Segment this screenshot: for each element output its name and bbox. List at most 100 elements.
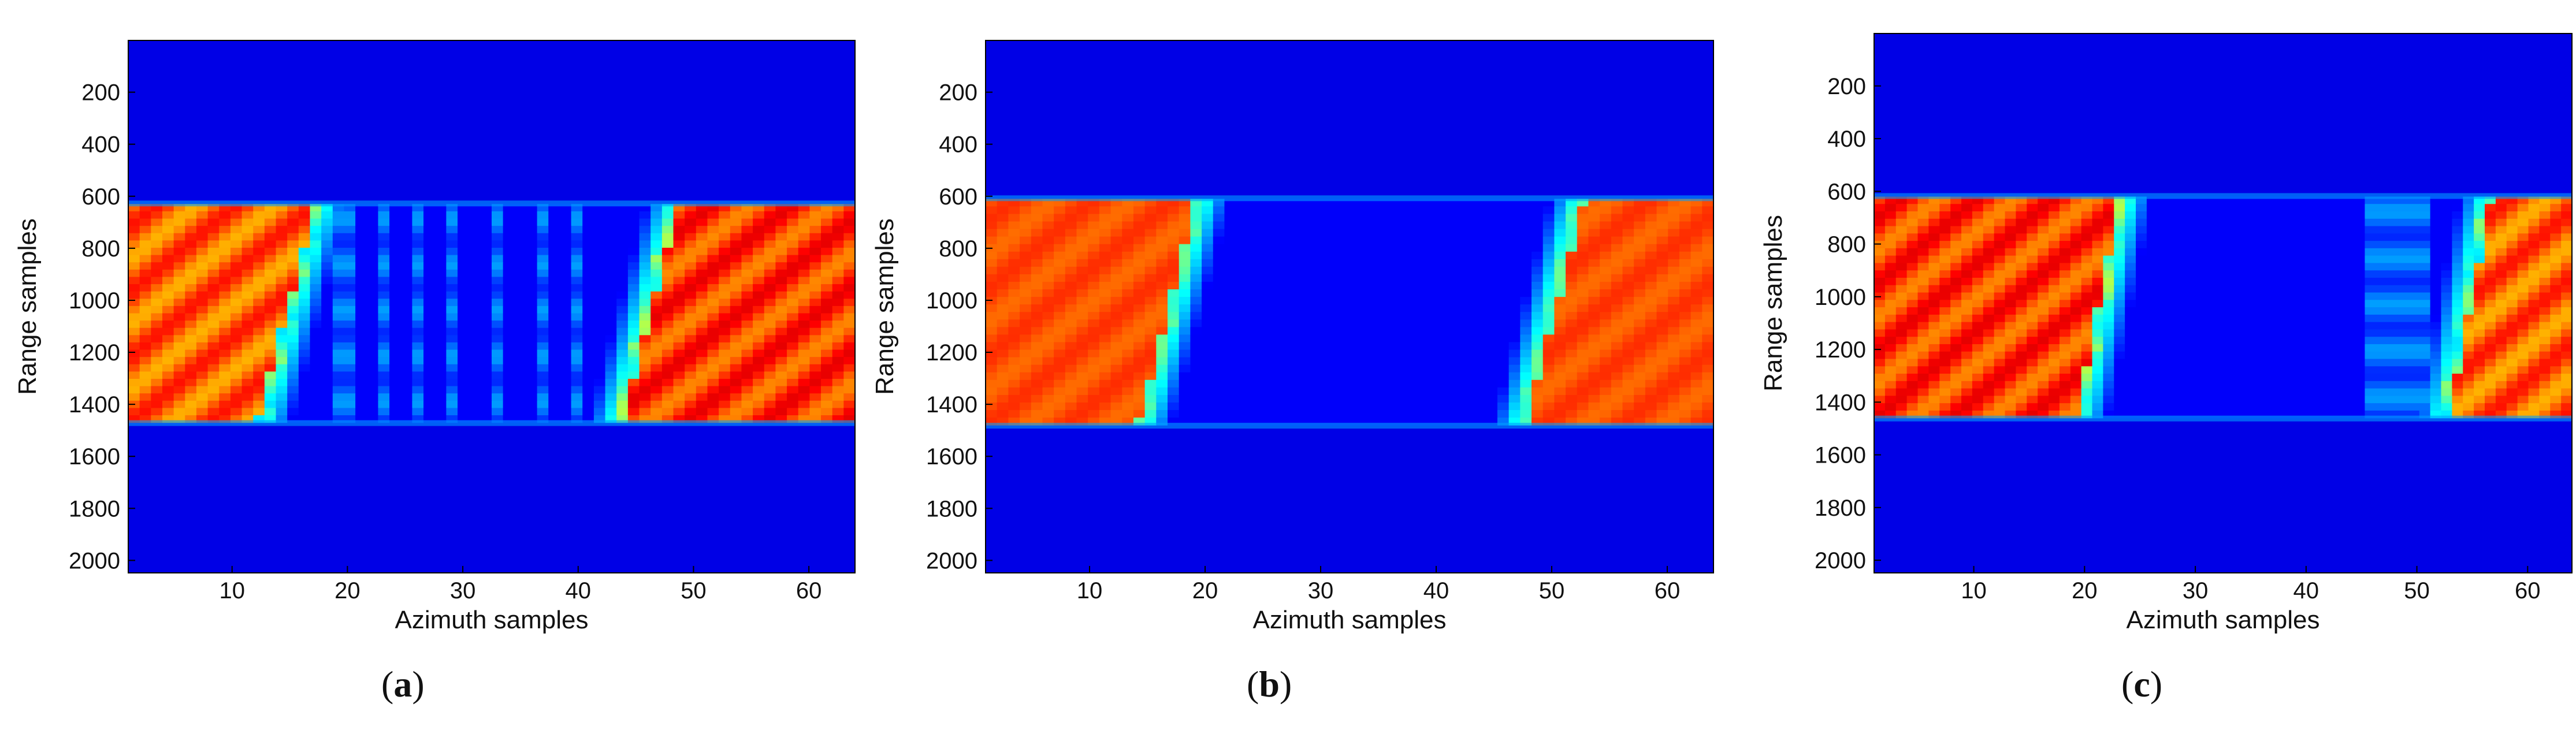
- heatmap-cell: [1554, 349, 1566, 358]
- heatmap-cell: [775, 299, 787, 307]
- heatmap-cell: [2233, 204, 2246, 212]
- heatmap-cell: [616, 371, 629, 379]
- heatmap-cell: [1326, 312, 1339, 320]
- heatmap-cell: [2027, 270, 2038, 278]
- heatmap-cell: [1156, 214, 1168, 222]
- heatmap-cell: [616, 386, 629, 394]
- heatmap-cell: [196, 364, 209, 372]
- heatmap-cell: [798, 408, 810, 416]
- heatmap-cell: [1156, 327, 1168, 336]
- heatmap-cell: [1247, 410, 1259, 418]
- heatmap-cell: [1440, 357, 1452, 366]
- heatmap-cell: [219, 277, 231, 285]
- heatmap-cell: [798, 371, 810, 379]
- heatmap-cell: [423, 305, 436, 314]
- heatmap-cell: [276, 371, 288, 379]
- heatmap-cell: [1213, 221, 1225, 230]
- heatmap-cell: [1577, 236, 1589, 245]
- heatmap-cell: [1972, 285, 1984, 293]
- heatmap-cell: [1270, 206, 1282, 215]
- heatmap-cell: [344, 269, 356, 278]
- heatmap-cell: [1588, 334, 1600, 343]
- heatmap-cell: [1961, 226, 1973, 234]
- heatmap-cell: [1304, 244, 1316, 252]
- heatmap-cell: [2081, 314, 2093, 323]
- heatmap-cell: [219, 408, 231, 416]
- heatmap-cell: [1236, 387, 1248, 396]
- heatmap-cell: [2321, 300, 2333, 308]
- heatmap-cell: [1350, 281, 1362, 290]
- heatmap-cell: [696, 327, 708, 336]
- heatmap-cell: [1588, 304, 1600, 312]
- heatmap-cell: [1213, 229, 1225, 237]
- heatmap-cell: [389, 255, 402, 263]
- heatmap-cell: [571, 371, 583, 379]
- heatmap-cell: [230, 247, 243, 256]
- heatmap-cell: [151, 226, 163, 234]
- heatmap-cell: [2146, 292, 2158, 300]
- x-axis-label: Azimuth samples: [1252, 606, 1446, 634]
- heatmap-cell: [2114, 211, 2125, 219]
- heatmap-cell: [2354, 285, 2365, 293]
- heatmap-cell: [298, 226, 311, 234]
- heatmap-cell: [1588, 289, 1600, 297]
- heatmap-cell: [2190, 218, 2202, 227]
- heatmap-cell: [1372, 387, 1384, 396]
- heatmap-cell: [1258, 229, 1270, 237]
- heatmap-cell: [1213, 410, 1225, 418]
- heatmap-cell: [332, 364, 345, 372]
- heatmap-cell: [787, 364, 799, 372]
- heatmap-cell: [1156, 357, 1168, 366]
- heatmap-cell: [492, 371, 504, 379]
- heatmap-cell: [571, 313, 583, 321]
- heatmap-cell: [1656, 319, 1668, 327]
- heatmap-cell: [764, 240, 776, 248]
- heatmap-cell: [1247, 319, 1259, 327]
- heatmap-cell: [798, 364, 810, 372]
- heatmap-cell: [446, 305, 458, 314]
- heatmap-cell: [1076, 387, 1088, 396]
- heatmap-cell: [2125, 292, 2136, 300]
- heatmap-cell: [423, 291, 436, 299]
- heatmap-cell: [1611, 327, 1623, 336]
- heatmap-cell: [1213, 379, 1225, 388]
- heatmap-cell: [2233, 277, 2246, 286]
- heatmap-cell: [1144, 304, 1157, 312]
- heatmap-cell: [1463, 334, 1475, 343]
- heatmap-cell: [1020, 387, 1032, 396]
- heatmap-cell: [378, 247, 390, 256]
- heatmap-cell: [1588, 349, 1600, 358]
- heatmap-cell: [1656, 349, 1668, 358]
- heatmap-cell: [707, 400, 719, 409]
- heatmap-cell: [593, 342, 606, 351]
- heatmap-cell: [1554, 410, 1566, 418]
- heatmap-cell: [355, 226, 367, 234]
- heatmap-cell: [423, 400, 436, 409]
- heatmap-cell: [389, 313, 402, 321]
- heatmap-cell: [2343, 248, 2355, 256]
- heatmap-cell: [1566, 259, 1578, 267]
- heatmap-cell: [1133, 342, 1146, 351]
- heatmap-cell: [2376, 233, 2387, 241]
- heatmap-cell: [355, 327, 367, 336]
- heatmap-cell: [1202, 266, 1214, 275]
- heatmap-cell: [1486, 281, 1498, 290]
- heatmap-cell: [2038, 285, 2049, 293]
- heatmap-cell: [764, 335, 776, 343]
- heatmap-cell: [616, 305, 629, 314]
- heatmap-cell: [2038, 314, 2049, 323]
- heatmap-cell: [2016, 241, 2027, 249]
- heatmap-cell: [843, 240, 855, 248]
- heatmap-cell: [997, 244, 1009, 252]
- heatmap-cell: [2332, 292, 2344, 300]
- heatmap-cell: [1928, 300, 1940, 308]
- heatmap-cell: [1429, 379, 1441, 388]
- heatmap-cell: [1406, 274, 1418, 282]
- heatmap-cell: [650, 291, 663, 299]
- heatmap-cell: [1895, 307, 1908, 315]
- heatmap-cell: [492, 342, 504, 351]
- heatmap-cell: [832, 400, 844, 409]
- heatmap-cell: [1008, 297, 1020, 305]
- heatmap-cell: [1520, 244, 1532, 252]
- heatmap-cell: [2387, 241, 2398, 249]
